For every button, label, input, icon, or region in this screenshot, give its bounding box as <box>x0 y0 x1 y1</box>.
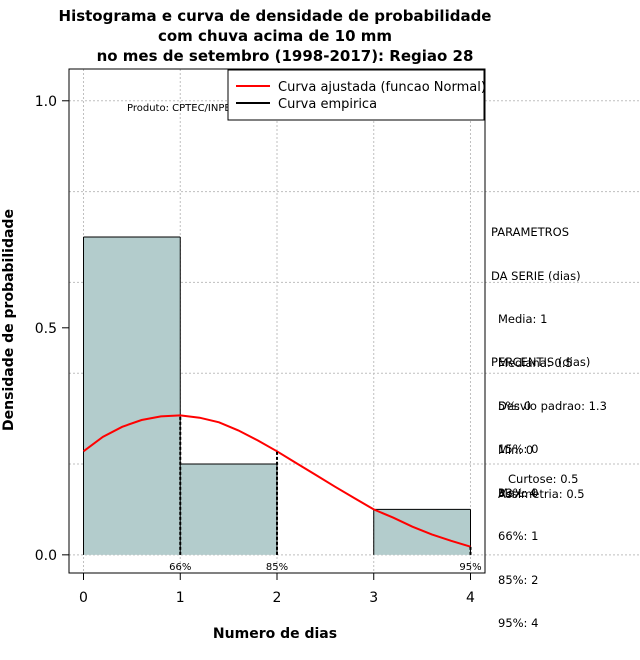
curtose-text: Curtose: 0.5 <box>508 472 579 486</box>
legend: Curva ajustada (funcao Normal) Curva emp… <box>227 69 486 121</box>
percentile-label-1: 85% <box>266 562 288 573</box>
x-tick-label-2: 2 <box>273 590 282 606</box>
x-tick-label-4: 4 <box>466 590 475 606</box>
perc-33: 33%: 0 <box>498 485 539 500</box>
y-axis-label: Densidade de probabilidade <box>1 209 17 431</box>
perc-15: 15%: 0 <box>498 442 539 456</box>
histogram-bars <box>83 236 471 555</box>
param-mediana: Mediana: 0.5 <box>498 355 573 370</box>
percentile-label-2: 95% <box>459 562 481 573</box>
percentiles-panel: PERCENTIS (dias) 5%: 0 15%: 0 33%: 0 66%… <box>491 326 590 645</box>
grid-lines <box>69 69 640 573</box>
perc-95: 95%: 4 <box>498 616 539 630</box>
x-tick-label-0: 0 <box>79 590 88 606</box>
y-tick-label-1: 0.5 <box>35 321 57 337</box>
fitted-normal-curve <box>82 414 471 548</box>
perc-5: 5%: 0 <box>498 398 532 413</box>
y-tick-label-0: 0.0 <box>35 548 57 564</box>
param-min: Min: 0 <box>498 442 534 457</box>
parameters-panel: PARAMETROS DA SERIE (dias) Media: 1 Medi… <box>491 196 607 515</box>
x-tick-label-3: 3 <box>369 590 378 606</box>
legend-label-fitted: Curva ajustada (funcao Normal) <box>278 80 486 95</box>
legend-box <box>227 69 485 121</box>
perc-title: PERCENTIS (dias) <box>491 355 591 369</box>
credit-text: Produto: CPTEC/INPE <box>127 103 231 114</box>
x-axis-label: Numero de dias <box>213 626 337 642</box>
histogram-bar-1 <box>180 464 277 555</box>
param-title-1: PARAMETROS <box>491 225 570 239</box>
axes: 0 1 2 3 4 0.0 0.5 1.0 <box>35 94 475 606</box>
percentile-label-0: 66% <box>169 562 191 573</box>
y-tick-label-2: 1.0 <box>35 94 57 110</box>
param-title-2: DA SERIE (dias) <box>491 268 581 283</box>
perc-66: 66%: 1 <box>498 529 539 543</box>
chart-title-line-1: Histograma e curva de densidade de proba… <box>59 7 492 25</box>
param-media: Media: 1 <box>498 312 548 326</box>
chart-title-line-3: no mes de setembro (1998-2017): Regiao 2… <box>97 47 474 65</box>
assimetria-text: Assimetria: 0.5 <box>498 487 585 501</box>
curves <box>82 414 471 548</box>
param-max: Max: 4 <box>498 486 537 500</box>
perc-85: 85%: 2 <box>498 572 539 587</box>
param-desvio: Desvio padrao: 1.3 <box>498 399 607 413</box>
x-tick-label-1: 1 <box>176 590 185 606</box>
legend-label-empirical: Curva empirica <box>278 97 377 112</box>
percentile-marks: 66% 85% 95% <box>169 415 482 573</box>
chart-title-line-2: com chuva acima de 10 mm <box>158 27 392 45</box>
histogram-bar-0 <box>83 237 181 555</box>
